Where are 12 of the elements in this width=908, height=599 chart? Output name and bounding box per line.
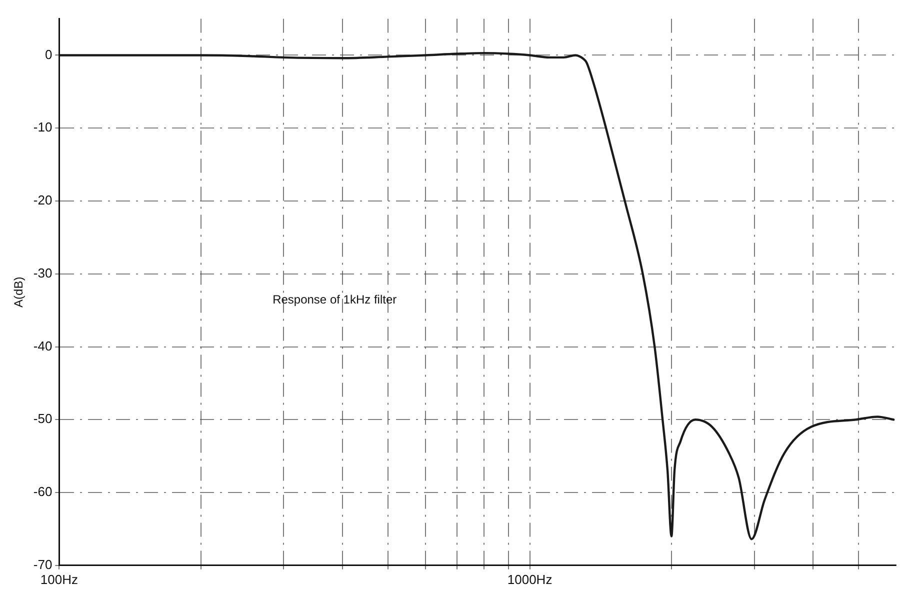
annotation: Response of 1kHz filter [272,292,397,307]
x-tick-label: 1000Hz [507,572,552,587]
y-tick-label: 0 [44,46,52,62]
y-tick-label: -40 [33,338,52,354]
y-tick-label: -50 [33,411,52,426]
y-tick-label: -60 [33,484,52,500]
x-tick-label: 100Hz [40,572,78,587]
y-axis-title: A(dB) [12,276,26,308]
y-tick-label: -10 [33,120,52,135]
y-tick-label: -70 [33,556,52,572]
y-tick-label: -30 [33,265,52,280]
y-tick-label: -20 [33,192,52,208]
